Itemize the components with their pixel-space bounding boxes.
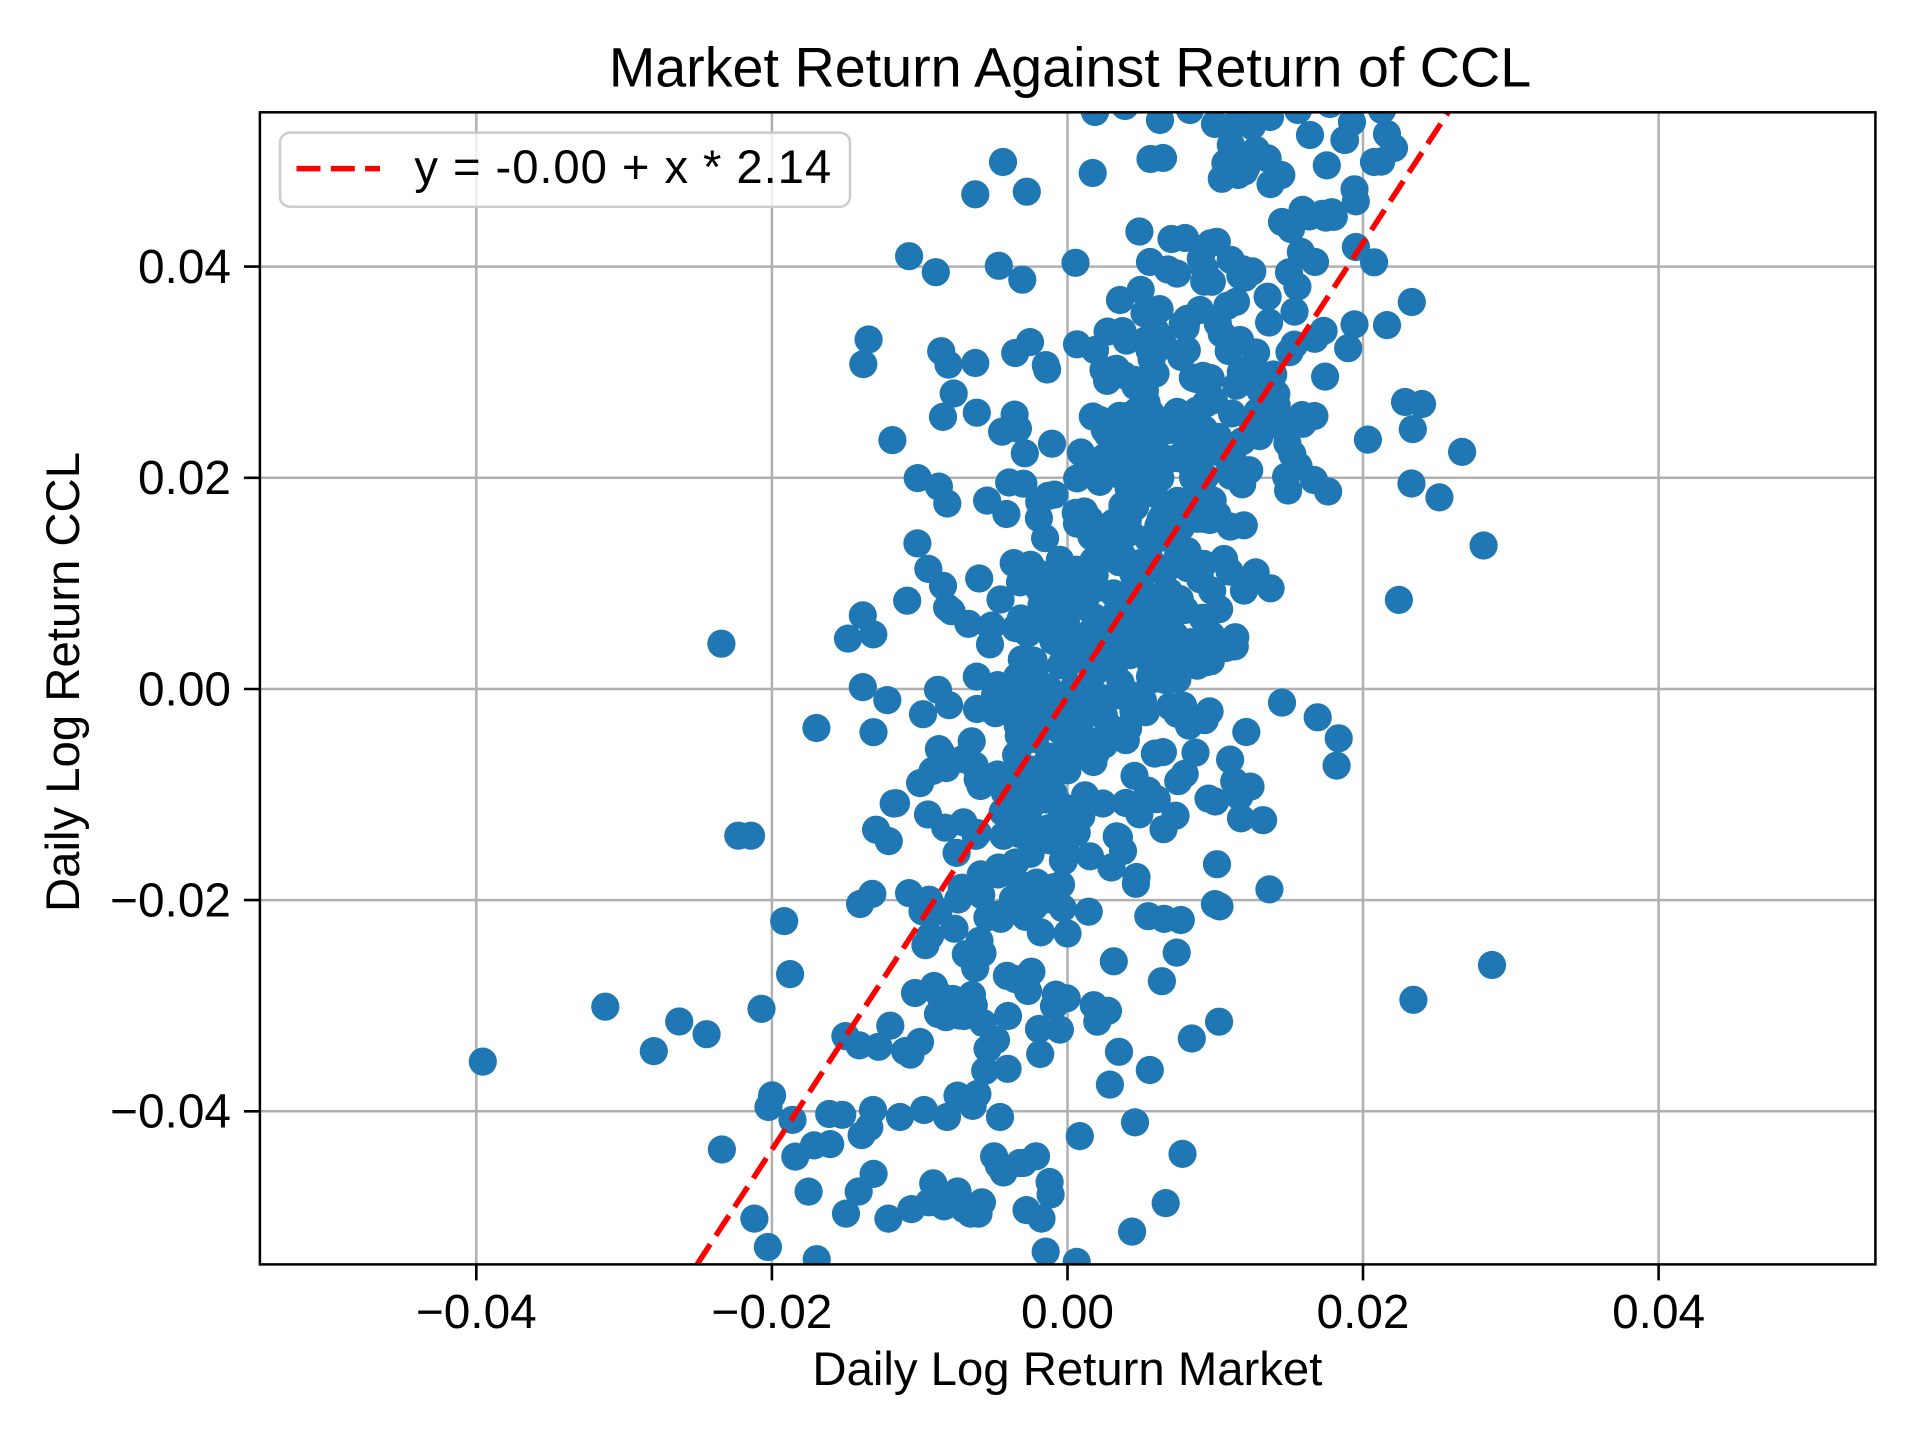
svg-text:Daily Log Return CCL: Daily Log Return CCL [37,452,90,912]
svg-text:−0.02: −0.02 [110,875,231,928]
svg-text:−0.04: −0.04 [416,1286,537,1339]
svg-text:Market Return Against Return o: Market Return Against Return of CCL [609,37,1531,99]
svg-text:−0.04: −0.04 [110,1086,231,1139]
svg-text:0.00: 0.00 [1021,1286,1114,1339]
svg-text:Daily Log Return Market: Daily Log Return Market [812,1343,1322,1396]
svg-text:0.04: 0.04 [1612,1286,1705,1339]
svg-text:y = -0.00 + x * 2.14: y = -0.00 + x * 2.14 [414,141,832,194]
svg-text:0.02: 0.02 [138,452,231,505]
svg-text:0.04: 0.04 [138,241,231,294]
svg-text:0.00: 0.00 [138,663,231,716]
svg-text:−0.02: −0.02 [711,1286,832,1339]
svg-text:0.02: 0.02 [1316,1286,1409,1339]
